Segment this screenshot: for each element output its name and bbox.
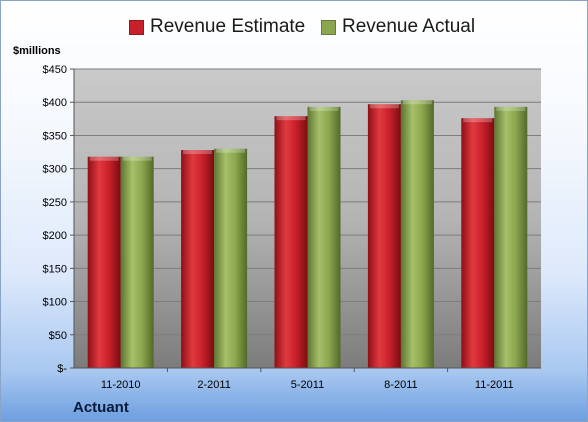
bar-highlight [276, 116, 306, 121]
y-tick-label: $250 [43, 197, 67, 209]
bar-estimate [461, 118, 495, 369]
legend: Revenue Estimate Revenue Actual [1, 16, 587, 42]
y-tick-label: $- [57, 363, 67, 375]
bar-estimate [274, 116, 308, 368]
x-tick-label: 11-2010 [101, 379, 141, 391]
legend-swatch-actual [321, 19, 336, 35]
y-tick-label: $300 [43, 164, 67, 176]
bar-actual [494, 106, 528, 368]
bar-estimate [181, 150, 215, 368]
y-tick-label: $150 [43, 263, 67, 275]
y-tick-label: $400 [43, 97, 67, 109]
x-tick-label: 8-2011 [384, 379, 417, 391]
bar-highlight [463, 118, 493, 123]
legend-label-estimate: Revenue Estimate [150, 16, 306, 37]
bar-actual [307, 106, 341, 368]
bar-highlight [402, 100, 432, 105]
legend-item-estimate: Revenue Estimate [129, 16, 305, 38]
bar-highlight [89, 156, 119, 161]
y-tick-label: $100 [43, 297, 67, 309]
legend-swatch-estimate [129, 19, 144, 35]
y-tick-label: $50 [49, 330, 67, 342]
x-tick-label: 11-2011 [475, 379, 514, 391]
y-tick-label: $450 [43, 64, 67, 76]
bar-highlight [309, 106, 339, 111]
bar-highlight [122, 156, 152, 161]
bar-estimate [367, 104, 401, 369]
company-name: Actuant [73, 399, 129, 416]
bar-estimate [87, 156, 121, 368]
legend-item-actual: Revenue Actual [321, 16, 475, 38]
y-axis-label: $millions [13, 45, 61, 57]
bar-actual [214, 148, 248, 368]
bar-actual [120, 156, 154, 368]
x-tick-label: 5-2011 [291, 379, 324, 391]
bar-highlight [216, 148, 246, 153]
y-tick-label: $200 [43, 230, 67, 242]
legend-label-actual: Revenue Actual [342, 16, 476, 37]
bar-highlight [496, 106, 526, 111]
bar-actual [400, 100, 434, 369]
y-tick-label: $350 [43, 130, 67, 142]
bar-highlight [369, 104, 399, 109]
x-tick-label: 2-2011 [197, 379, 230, 391]
bar-highlight [183, 150, 213, 155]
